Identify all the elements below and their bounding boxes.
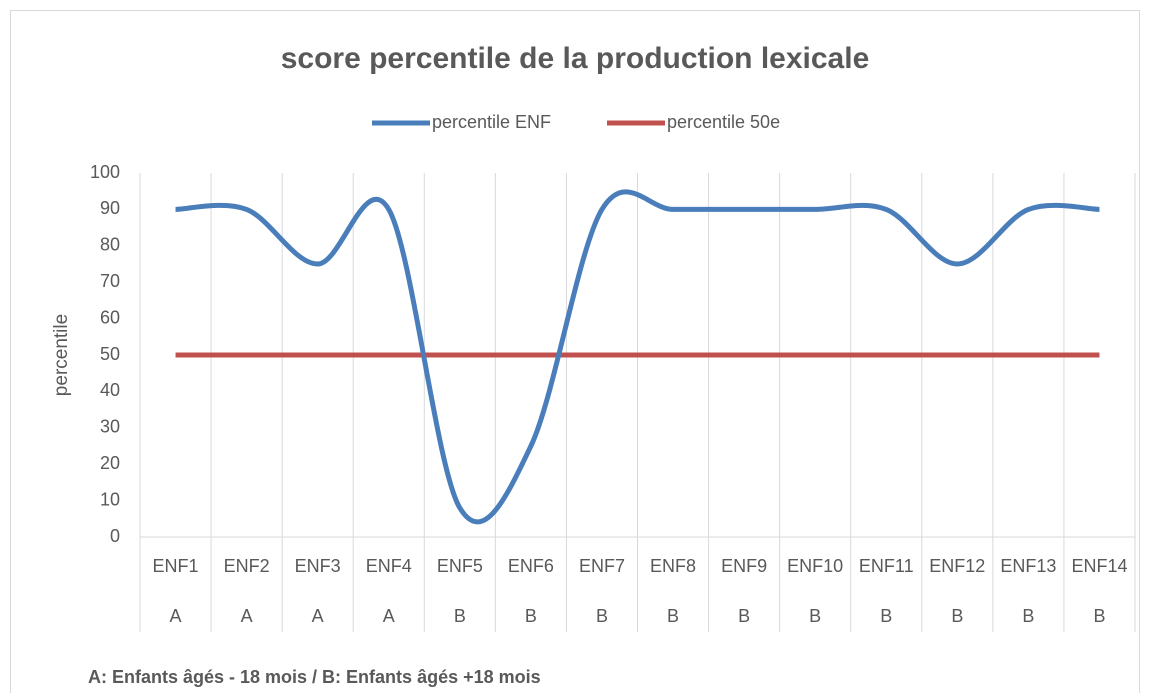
group-label: B xyxy=(525,606,537,626)
y-tick-label: 70 xyxy=(100,271,120,291)
group-label: B xyxy=(738,606,750,626)
group-label: B xyxy=(1093,606,1105,626)
group-label: B xyxy=(880,606,892,626)
group-label: B xyxy=(454,606,466,626)
x-tick-label: ENF3 xyxy=(295,556,341,576)
group-label: B xyxy=(667,606,679,626)
y-tick-label: 80 xyxy=(100,235,120,255)
x-tick-label: ENF2 xyxy=(224,556,270,576)
x-tick-label: ENF8 xyxy=(650,556,696,576)
group-label: B xyxy=(951,606,963,626)
group-label: B xyxy=(1022,606,1034,626)
y-tick-label: 0 xyxy=(110,526,120,546)
x-tick-label: ENF6 xyxy=(508,556,554,576)
y-tick-label: 90 xyxy=(100,198,120,218)
y-tick-label: 20 xyxy=(100,453,120,473)
legend-label: percentile ENF xyxy=(432,112,551,132)
group-label: A xyxy=(312,606,324,626)
legend-label: percentile 50e xyxy=(667,112,780,132)
x-tick-label: ENF10 xyxy=(787,556,843,576)
y-tick-label: 40 xyxy=(100,380,120,400)
x-tick-label: ENF11 xyxy=(859,556,914,576)
footnote: A: Enfants âgés - 18 mois / B: Enfants â… xyxy=(88,667,541,687)
y-tick-label: 10 xyxy=(100,489,120,509)
group-label: A xyxy=(170,606,182,626)
x-tick-label: ENF7 xyxy=(579,556,625,576)
group-label: B xyxy=(596,606,608,626)
x-tick-label: ENF12 xyxy=(929,556,985,576)
chart-title: score percentile de la production lexica… xyxy=(281,42,870,75)
group-label: A xyxy=(383,606,395,626)
y-tick-label: 60 xyxy=(100,307,120,327)
x-tick-label: ENF5 xyxy=(437,556,483,576)
x-tick-label: ENF13 xyxy=(1000,556,1056,576)
group-label: A xyxy=(241,606,253,626)
y-tick-label: 50 xyxy=(100,344,120,364)
y-tick-label: 100 xyxy=(90,162,120,182)
x-tick-label: ENF4 xyxy=(366,556,412,576)
x-tick-label: ENF14 xyxy=(1071,556,1127,576)
y-tick-label: 30 xyxy=(100,417,120,437)
y-axis-title: percentile xyxy=(51,314,72,396)
group-label: B xyxy=(809,606,821,626)
x-tick-label: ENF1 xyxy=(153,556,199,576)
series-line xyxy=(175,189,1100,525)
x-tick-label: ENF9 xyxy=(721,556,767,576)
chart-border xyxy=(10,10,1140,693)
